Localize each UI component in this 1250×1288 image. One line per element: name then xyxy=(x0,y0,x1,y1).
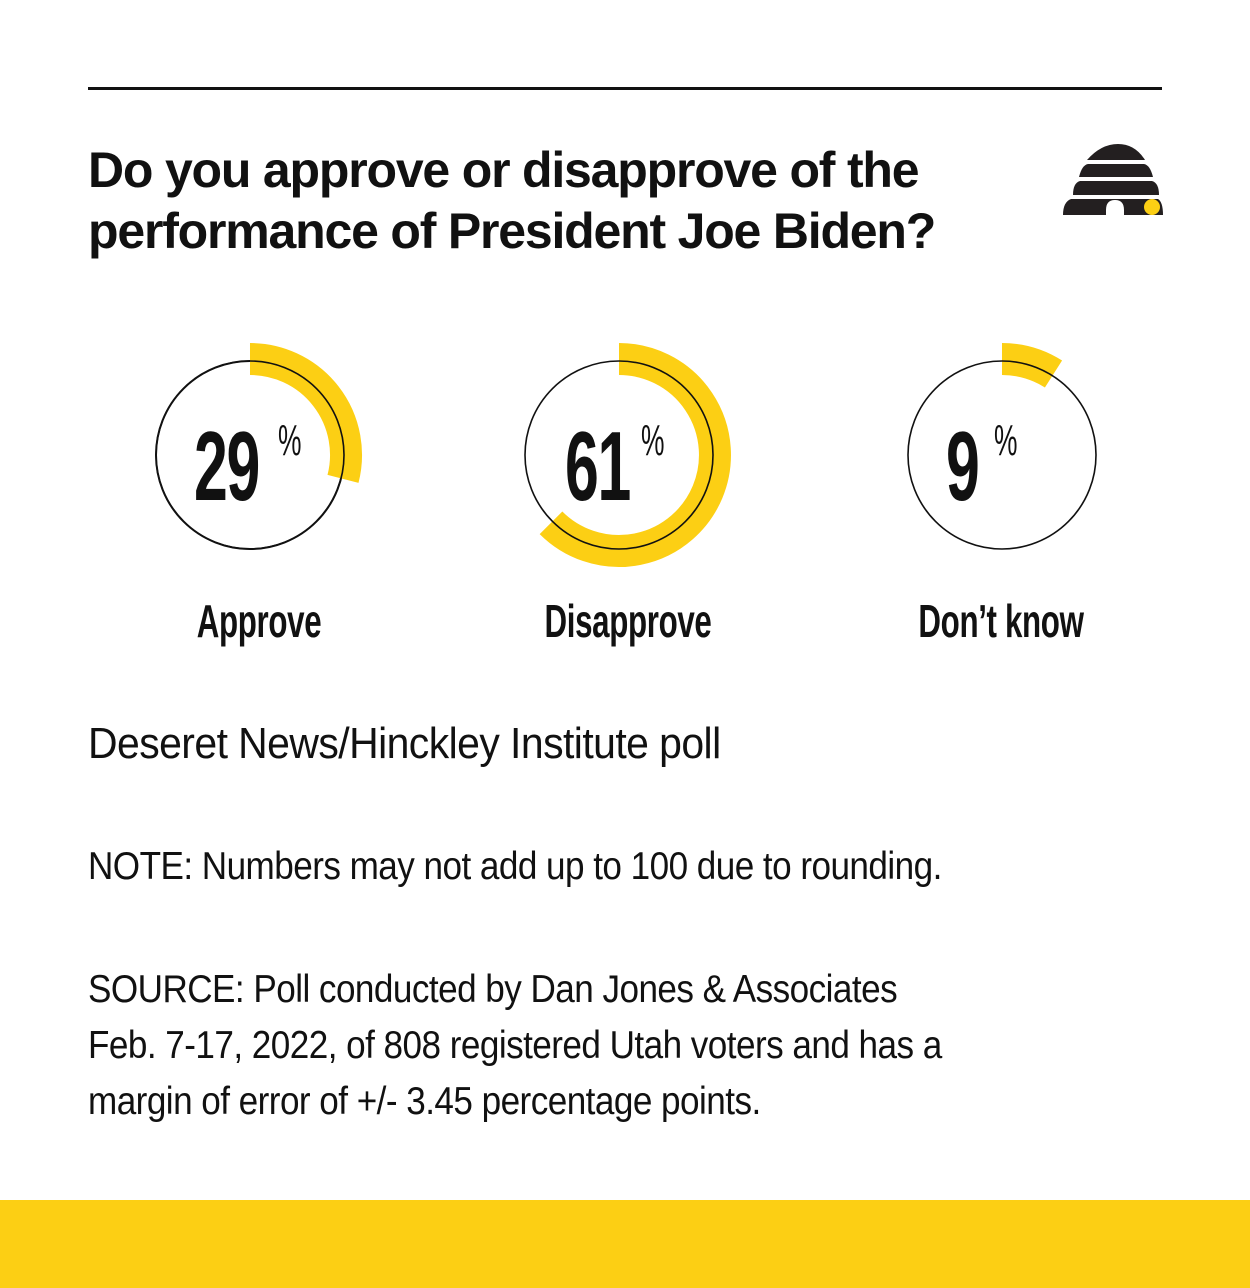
top-rule-divider xyxy=(88,87,1162,90)
source-text: SOURCE: Poll conducted by Dan Jones & As… xyxy=(88,962,942,1130)
title-line-1: Do you approve or disapprove of the xyxy=(88,142,920,198)
progress-arc xyxy=(539,343,731,567)
donut-label-approve: Approve xyxy=(196,595,322,647)
donut-disapprove: 61 % xyxy=(499,335,739,575)
percent-sign: % xyxy=(641,416,665,465)
source-line-1: SOURCE: Poll conducted by Dan Jones & As… xyxy=(88,968,898,1011)
percent-number: 61 xyxy=(565,411,631,521)
donut-value-approve: 29 % xyxy=(130,335,370,575)
note-text: NOTE: Numbers may not add up to 100 due … xyxy=(88,845,942,888)
chart-title: Do you approve or disapprove of the perf… xyxy=(88,140,1028,262)
title-line-2: performance of President Joe Biden? xyxy=(88,203,936,259)
percent-number: 29 xyxy=(194,411,260,521)
donut-approve: 29 % xyxy=(130,335,370,575)
logo-dot-icon xyxy=(1144,199,1160,215)
beehive-logo-icon xyxy=(1058,140,1168,220)
donut-label-dont-know: Don’t know xyxy=(918,595,1084,647)
donut-label-disapprove: Disapprove xyxy=(544,595,712,647)
progress-arc xyxy=(249,343,363,483)
progress-arc xyxy=(1001,343,1063,388)
percent-sign: % xyxy=(994,416,1018,465)
footer-accent-bar xyxy=(0,1200,1250,1288)
donut-dont-know: 9 % xyxy=(882,335,1122,575)
poll-name: Deseret News/Hinckley Institute poll xyxy=(88,719,721,768)
percent-number: 9 xyxy=(946,411,980,521)
donut-value-dont-know: 9 % xyxy=(882,335,1122,575)
source-line-3: margin of error of +/- 3.45 percentage p… xyxy=(88,1080,761,1123)
percent-sign: % xyxy=(278,416,302,465)
source-line-2: Feb. 7-17, 2022, of 808 registered Utah … xyxy=(88,1024,942,1067)
donut-value-disapprove: 61 % xyxy=(499,335,739,575)
